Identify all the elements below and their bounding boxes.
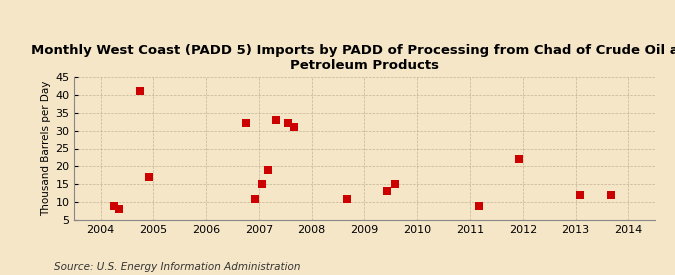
Point (389, 182, 400, 186)
Point (342, 196, 352, 201)
Point (144, 175, 155, 179)
Point (109, 204, 119, 208)
Point (474, 204, 485, 208)
Title: Monthly West Coast (PADD 5) Imports by PADD of Processing from Chad of Crude Oil: Monthly West Coast (PADD 5) Imports by P… (31, 44, 675, 72)
Point (574, 193, 585, 197)
Y-axis label: Thousand Barrels per Day: Thousand Barrels per Day (41, 81, 51, 216)
Point (113, 207, 124, 211)
Point (605, 193, 616, 197)
Point (289, 125, 300, 129)
Text: Source: U.S. Energy Information Administration: Source: U.S. Energy Information Administ… (54, 262, 300, 272)
Point (263, 168, 273, 172)
Point (135, 89, 146, 94)
Point (249, 196, 260, 201)
Point (381, 189, 392, 194)
Point (283, 121, 294, 126)
Point (256, 182, 267, 186)
Point (271, 118, 281, 122)
Point (240, 121, 251, 126)
Point (513, 157, 524, 161)
